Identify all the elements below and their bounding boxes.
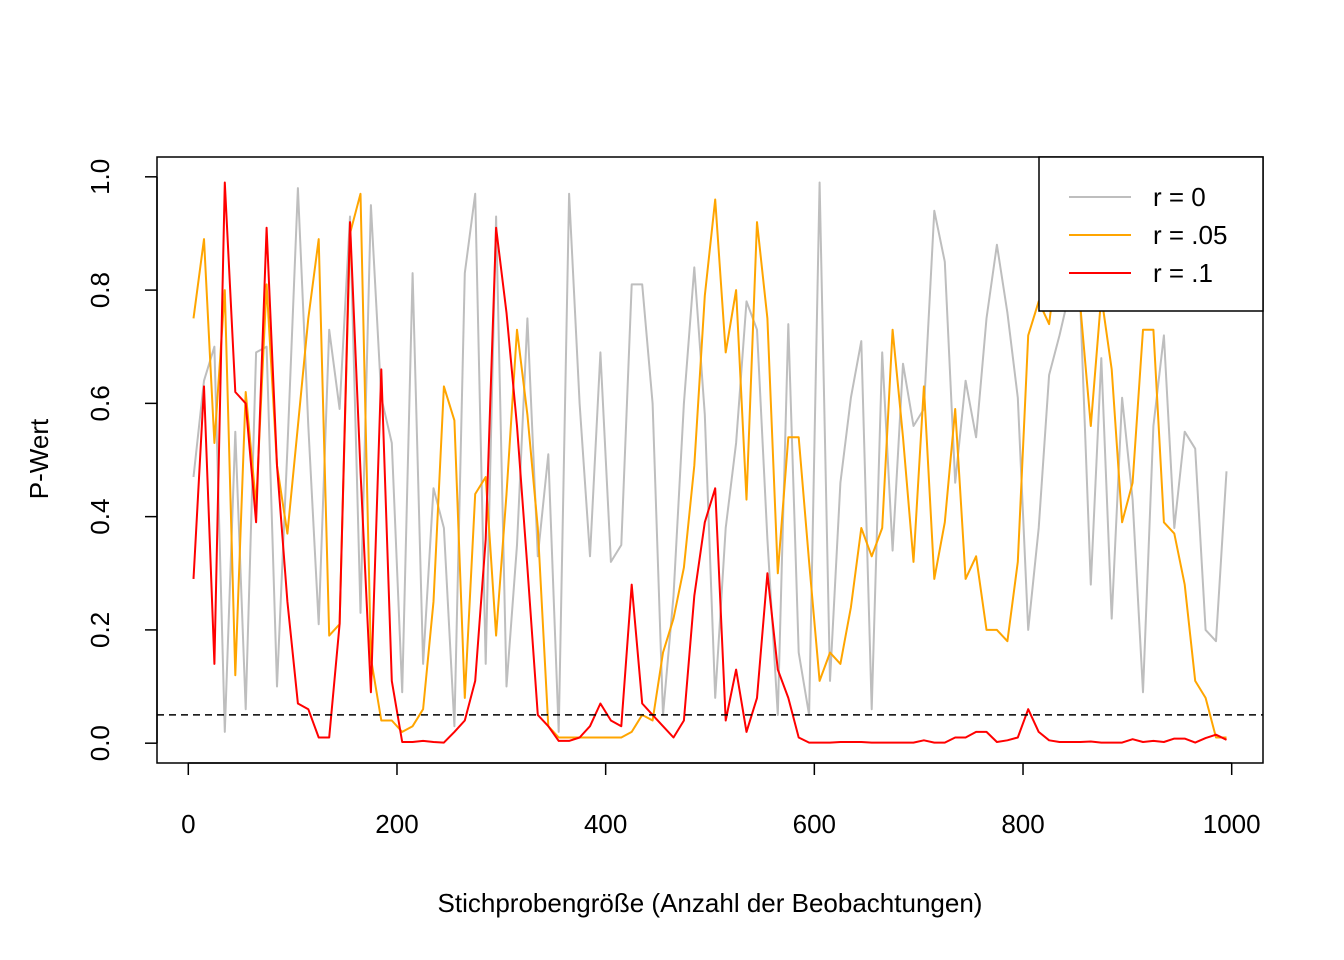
y-tick-label: 0.4 (85, 499, 115, 535)
x-tick-label: 600 (793, 809, 836, 839)
y-tick-label: 0.2 (85, 612, 115, 648)
x-tick-label: 200 (375, 809, 418, 839)
x-axis: 0 200 400 600 800 1000 (181, 762, 1261, 839)
y-tick-label: 0.0 (85, 725, 115, 761)
y-tick-label: 0.8 (85, 272, 115, 308)
legend: r = 0 r = .05 r = .1 (1038, 156, 1264, 312)
y-tick-label: 0.6 (85, 385, 115, 421)
legend-label: r = 0 (1153, 182, 1206, 212)
legend-label: r = .1 (1153, 258, 1213, 288)
x-axis-label: Stichprobengröße (Anzahl der Beobachtung… (438, 888, 983, 918)
legend-label: r = .05 (1153, 220, 1227, 250)
x-tick-label: 400 (584, 809, 627, 839)
x-tick-label: 800 (1001, 809, 1044, 839)
y-axis-label: P-Wert (24, 418, 54, 499)
series-line-3 (192, 181, 1227, 744)
x-tick-label: 1000 (1203, 809, 1261, 839)
y-tick-label: 1.0 (85, 159, 115, 195)
x-tick-label: 0 (181, 809, 195, 839)
y-axis: 0.0 0.2 0.4 0.6 0.8 1.0 (85, 159, 158, 761)
